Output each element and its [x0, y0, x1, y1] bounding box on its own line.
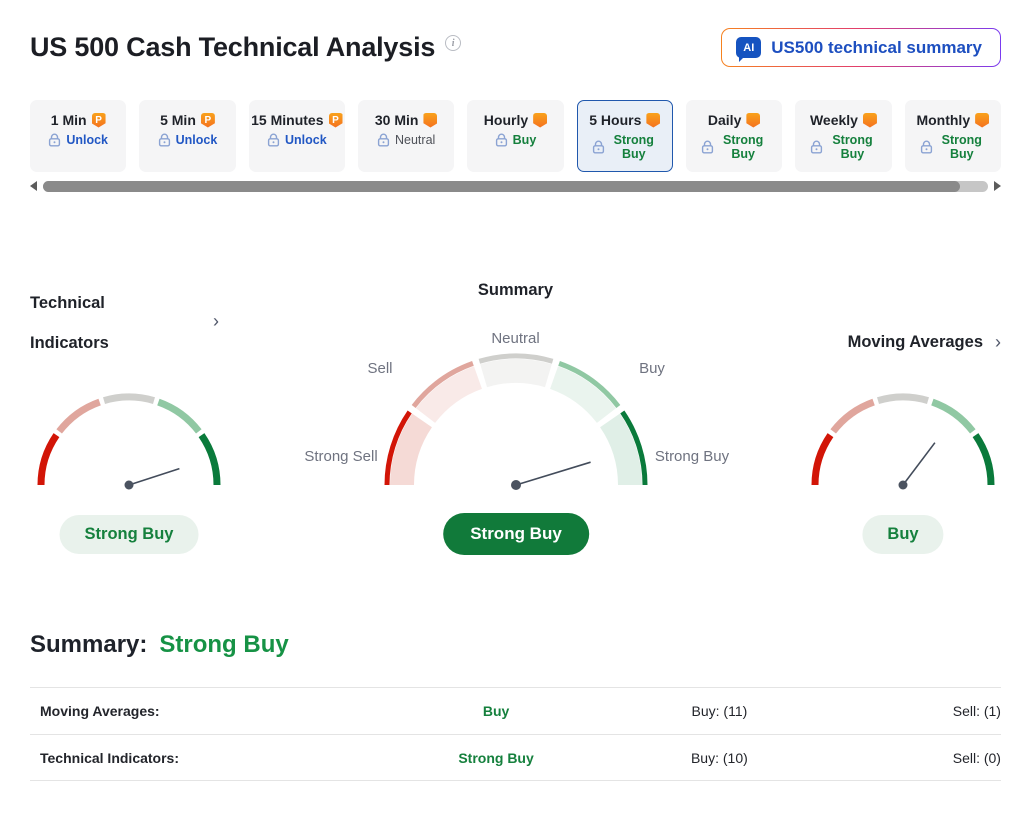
timeframe-tab-label: Daily — [707, 112, 742, 128]
moving-averages-gauge — [811, 393, 995, 490]
timeframe-tab-status: Unlock — [175, 133, 218, 147]
timeframe-tab-status: Strong Buy — [613, 133, 654, 161]
row-signal: Strong Buy — [458, 749, 534, 766]
pro-badge-icon — [746, 112, 761, 128]
timeframe-tab-label: Weekly — [809, 112, 858, 128]
summary-table-row: Technical Indicators: Strong Buy Buy: (1… — [30, 734, 1001, 781]
timeframe-tab-label: 5 Min — [160, 112, 196, 128]
pro-badge-icon: P — [200, 112, 215, 128]
gauge-label-strong-buy: Strong Buy — [654, 448, 730, 465]
scroll-left-arrow-icon[interactable] — [30, 181, 37, 191]
gauge-label-neutral: Neutral — [491, 330, 540, 347]
summary-gauge-title: Summary — [477, 281, 554, 299]
ai-icon: AI — [736, 37, 762, 62]
timeframe-tab[interactable]: 15 Minutes P Unlock — [248, 100, 345, 172]
ai-summary-button[interactable]: AI US500 technical summary — [721, 28, 1001, 67]
timeframe-tab-status: Buy — [512, 133, 537, 147]
gauge-label-sell: Sell — [367, 360, 393, 377]
timeframe-tab-label: 5 Hours — [589, 112, 642, 128]
timeframe-tab-label: Hourly — [483, 112, 529, 128]
timeframe-tab[interactable]: 1 Min P Unlock — [30, 100, 127, 172]
page-title: US 500 Cash Technical Analysis — [30, 32, 436, 62]
ai-button-label: US500 technical summary — [771, 37, 982, 57]
timeframe-tab-label: 15 Minutes — [251, 112, 324, 128]
moving-averages-signal-pill: Buy — [862, 515, 944, 554]
row-signal: Buy — [482, 703, 510, 719]
technical-indicators-header[interactable]: Technical Indicators — [30, 294, 109, 352]
summary-heading: Summary: — [30, 631, 148, 658]
gauge-label-buy: Buy — [639, 360, 665, 377]
tabs-scrollbar — [30, 179, 1001, 193]
chevron-right-icon: › — [995, 332, 1001, 352]
moving-averages-header[interactable]: Moving Averages › — [847, 332, 1001, 352]
technical-indicators-signal-pill: Strong Buy — [59, 515, 199, 554]
summary-table-row: Moving Averages: Buy Buy: (11) Sell: (1) — [30, 687, 1001, 734]
timeframe-tab-status: Strong Buy — [722, 133, 764, 161]
lock-icon — [377, 133, 390, 147]
lock-icon — [49, 133, 61, 147]
pro-badge-icon — [423, 112, 438, 128]
timeframe-tab[interactable]: Daily Strong Buy — [685, 100, 783, 172]
timeframe-tab-label: Monthly — [916, 112, 971, 128]
lock-icon — [495, 133, 507, 147]
lock-icon — [920, 140, 932, 154]
pro-badge-icon — [975, 112, 990, 128]
timeframe-tab[interactable]: Hourly Buy — [467, 100, 564, 172]
timeframe-tab[interactable]: 30 Min Neutral — [357, 100, 455, 172]
timeframe-tab-status: Strong Buy — [832, 133, 873, 161]
row-sell-count: Sell: (0) — [952, 749, 1001, 766]
summary-signal-pill: Strong Buy — [443, 513, 589, 555]
lock-icon — [811, 140, 823, 154]
gauge-label-strong-sell: Strong Sell — [304, 448, 378, 465]
timeframe-tab-label: 30 Min — [374, 112, 419, 128]
row-label: Technical Indicators: — [40, 749, 179, 766]
pro-badge-icon: P — [328, 112, 343, 128]
lock-icon — [592, 140, 604, 154]
lock-icon — [702, 140, 714, 154]
pro-badge-icon: P — [91, 112, 106, 128]
timeframe-tabs: 1 Min P Unlock 5 Min P Unlock — [30, 100, 1001, 172]
pro-badge-icon — [862, 112, 877, 128]
lock-icon — [267, 133, 280, 147]
info-icon[interactable]: i — [445, 35, 462, 51]
scrollbar-thumb[interactable] — [43, 180, 960, 192]
pro-badge-icon — [533, 112, 548, 128]
summary-gauge — [384, 353, 648, 490]
timeframe-tab[interactable]: Monthly Strong Buy — [904, 100, 1001, 172]
timeframe-tab[interactable]: Weekly Strong Buy — [795, 100, 892, 172]
gauges-section: Technical Indicators › Summary Moving Av… — [30, 193, 1001, 581]
chevron-right-icon[interactable]: › — [213, 311, 219, 331]
page-header: US 500 Cash Technical Analysis i AI US50… — [30, 0, 1001, 67]
summary-heading-value: Strong Buy — [159, 631, 289, 658]
timeframe-tab-status: Neutral — [395, 133, 436, 147]
pro-badge-icon — [646, 112, 661, 128]
lock-icon — [158, 133, 170, 147]
row-label: Moving Averages: — [40, 703, 160, 719]
summary-table: Moving Averages: Buy Buy: (11) Sell: (1)… — [30, 687, 1001, 781]
timeframe-tab-status: Unlock — [66, 133, 108, 147]
timeframe-tab[interactable]: 5 Min P Unlock — [139, 100, 236, 172]
scrollbar-track[interactable] — [43, 180, 988, 192]
scroll-right-arrow-icon[interactable] — [994, 181, 1001, 191]
summary-table-section: Summary: Strong Buy Moving Averages: Buy… — [30, 631, 1001, 781]
row-buy-count: Buy: (11) — [691, 703, 748, 719]
timeframe-tab-status: Strong Buy — [941, 133, 982, 161]
technical-indicators-gauge — [37, 393, 221, 490]
timeframe-tab[interactable]: 5 Hours Strong Buy — [576, 100, 673, 172]
timeframe-tab-label: 1 Min — [50, 112, 87, 128]
row-buy-count: Buy: (10) — [690, 749, 748, 766]
timeframe-tab-status: Unlock — [284, 133, 327, 147]
row-sell-count: Sell: (1) — [952, 703, 1001, 719]
